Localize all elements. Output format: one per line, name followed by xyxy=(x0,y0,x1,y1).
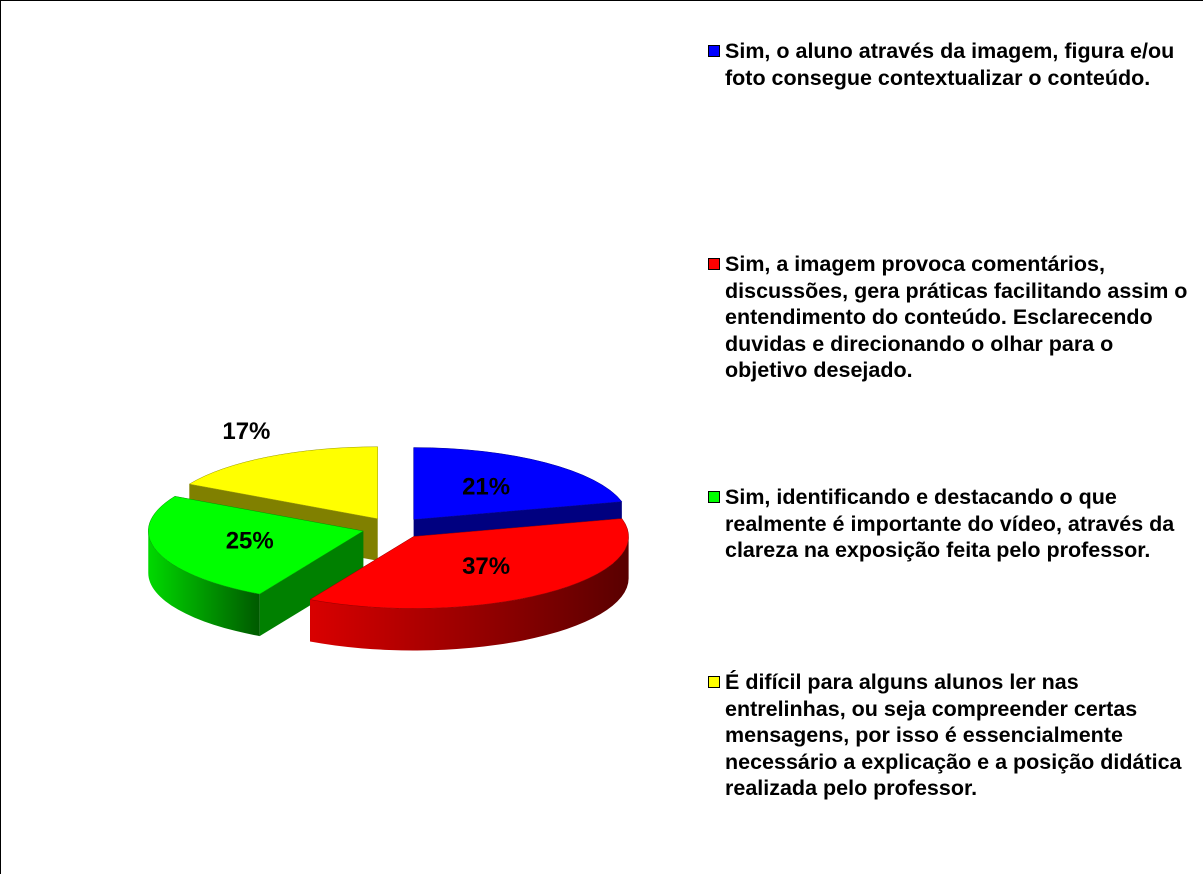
legend-swatch xyxy=(708,676,720,688)
slice xyxy=(413,447,623,520)
slice xyxy=(309,518,629,609)
slice-side xyxy=(148,530,260,637)
legend-entry: Sim, o aluno através da imagem, figura e… xyxy=(708,38,1198,91)
legend-label: Sim, identificando e destacando o que re… xyxy=(725,485,1175,562)
slice xyxy=(188,446,378,520)
legend-label: É difícil para alguns alunos ler nas ent… xyxy=(725,670,1182,800)
slice xyxy=(148,496,364,595)
legend-label: Sim, o aluno através da imagem, figura e… xyxy=(725,39,1175,90)
legend-entry: Sim, a imagem provoca comentários, discu… xyxy=(708,251,1198,384)
legend-entry: É difícil para alguns alunos ler nas ent… xyxy=(708,669,1198,802)
data-label: 25% xyxy=(226,527,274,554)
legend-label: Sim, a imagem provoca comentários, discu… xyxy=(725,252,1188,382)
data-label: 17% xyxy=(222,418,270,445)
legend-entry: Sim, identificando e destacando o que re… xyxy=(708,484,1198,564)
slice-side xyxy=(310,536,629,651)
pie-chart: 21% 37% 25% 17% xyxy=(148,418,629,651)
legend-swatch xyxy=(708,45,720,57)
legend-swatch xyxy=(708,258,720,270)
data-label: 21% xyxy=(462,474,510,501)
data-label: 37% xyxy=(462,553,510,580)
legend-swatch xyxy=(708,491,720,503)
